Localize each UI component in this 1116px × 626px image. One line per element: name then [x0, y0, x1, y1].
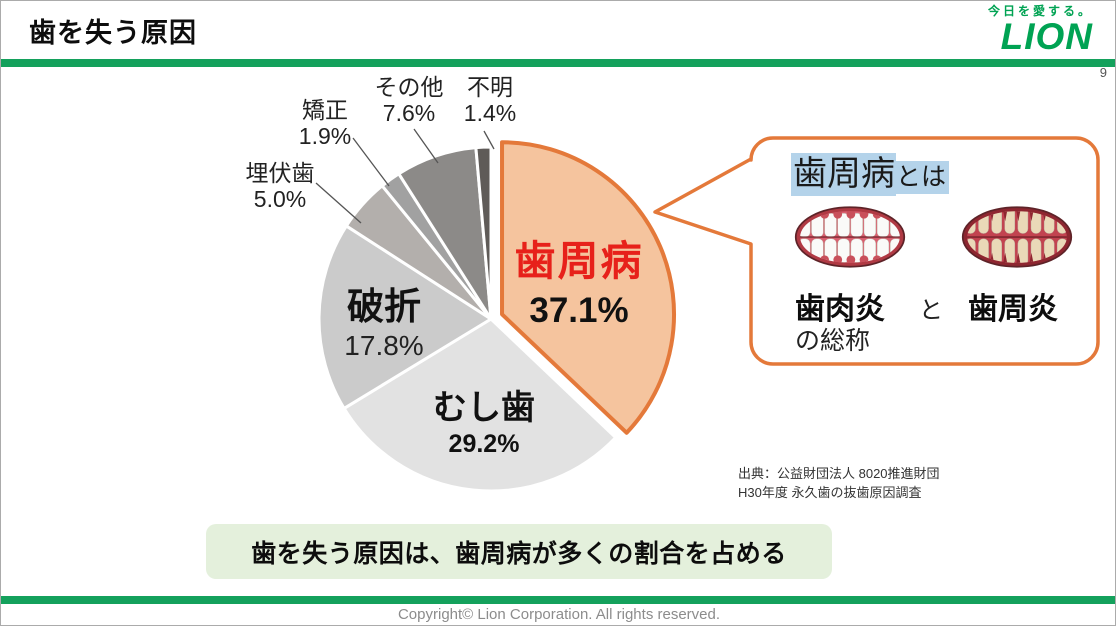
pie-label-sonota: その他 7.6% [374, 74, 444, 126]
gingivitis-illustration-svg [794, 206, 906, 268]
pie-label-shishubyo: 歯周病 37.1% [514, 238, 644, 330]
pie-label-fumei: 不明 1.4% [463, 74, 517, 126]
pie-label-mushiba: むし歯 29.2% [433, 389, 535, 459]
callout-title-suffix: とは [896, 161, 950, 194]
summary-banner: 歯を失う原因は、歯周病が多くの割合を占める [206, 524, 832, 579]
leader-line-maifukushi [315, 182, 362, 224]
source-line-2: H30年度 永久歯の抜歯原因調査 [738, 484, 922, 500]
pie-chart [315, 128, 677, 493]
page-number: 9 [1099, 65, 1107, 80]
pie-label-maifukushi: 埋伏歯 5.0% [245, 160, 315, 212]
copyright-text: Copyright© Lion Corporation. All rights … [397, 606, 721, 623]
periodontitis-illustration-svg [961, 206, 1073, 268]
callout-title-term: 歯周病 [791, 153, 896, 196]
source-citation: 出典：公益財団法人 8020推進財団 H30年度 永久歯の抜歯原因調査 [738, 465, 940, 503]
leader-line-kyosei [352, 137, 390, 187]
lion-logo: 今日を愛する。 LION [988, 5, 1093, 55]
periodontitis-illustration [961, 202, 1073, 277]
connector-text: と [919, 297, 943, 324]
gingivitis-label: 歯肉炎 [795, 293, 885, 326]
periodontitis-label: 歯周炎 [968, 293, 1058, 326]
pie-slice-むし歯 [342, 317, 618, 493]
pie-slice-歯周病 [500, 140, 677, 435]
page-title: 歯を失う原因 [29, 18, 197, 48]
logo-tagline: 今日を愛する。 [987, 4, 1093, 18]
pie-label-hasetsu: 破折 17.8% [344, 286, 424, 362]
callout-footer-text: の総称 [795, 327, 871, 355]
source-line-1: 出典：公益財団法人 8020推進財団 [738, 466, 940, 481]
pie-slice-不明 [474, 145, 493, 321]
footer-divider [1, 596, 1115, 604]
definition-callout: 歯周病とは 歯肉炎 と 歯周炎 の総称 [751, 138, 1098, 371]
logo-wordmark: LION [1000, 16, 1093, 57]
leader-lines [315, 128, 495, 224]
leader-line-fumei [483, 130, 495, 150]
header-divider [1, 59, 1115, 67]
pie-slice-破折 [317, 224, 493, 410]
callout-title: 歯周病とは [791, 146, 950, 196]
leader-line-sonota [413, 128, 439, 164]
pie-label-kyosei: 矯正 1.9% [298, 97, 352, 149]
gingivitis-illustration [794, 202, 906, 277]
